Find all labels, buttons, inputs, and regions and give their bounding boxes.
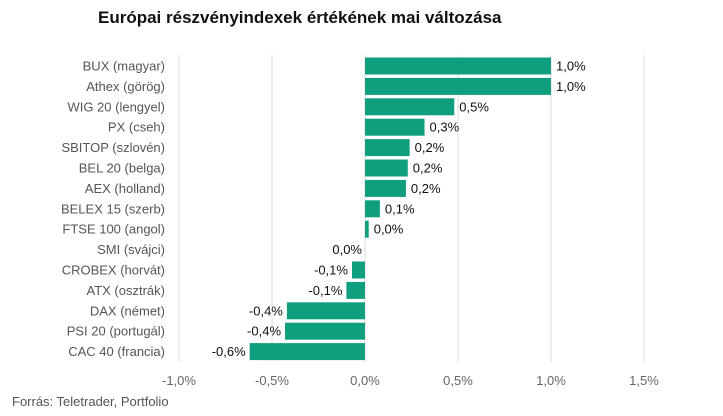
category-label: BELEX 15 (szerb) (61, 201, 165, 216)
category-label: AEX (holland) (85, 181, 165, 196)
category-label: BEL 20 (belga) (79, 161, 165, 176)
bar (365, 98, 455, 116)
category-label: DAX (német) (90, 303, 165, 318)
x-tick-label: -1,0% (162, 373, 196, 388)
value-label: 0,2% (413, 161, 443, 176)
value-label: 0,5% (459, 99, 489, 114)
x-tick-label: -0,5% (255, 373, 289, 388)
x-tick-label: 0,5% (443, 373, 473, 388)
category-label: FTSE 100 (angol) (62, 222, 165, 237)
bar (365, 200, 380, 218)
x-tick-label: 1,5% (629, 373, 659, 388)
category-label: Athex (görög) (86, 79, 165, 94)
bar-layer (249, 57, 551, 361)
bar (365, 118, 425, 136)
category-label: PSI 20 (portugál) (67, 324, 165, 339)
value-label: -0,4% (249, 303, 283, 318)
category-label: ATX (osztrák) (87, 283, 166, 298)
value-label: 1,0% (556, 79, 586, 94)
value-label: -0,1% (314, 263, 348, 278)
value-label: 0,1% (385, 201, 415, 216)
bar (365, 179, 406, 197)
category-label: CROBEX (horvát) (62, 263, 165, 278)
value-label: 1,0% (556, 59, 586, 74)
category-label: BUX (magyar) (83, 59, 165, 74)
bar (286, 302, 365, 320)
value-label: 0,2% (415, 140, 445, 155)
bar (249, 343, 365, 361)
bar (346, 281, 365, 299)
bar (365, 57, 551, 75)
value-label: -0,4% (247, 324, 281, 339)
value-label: 0,0% (332, 242, 362, 257)
category-label: WIG 20 (lengyel) (67, 99, 165, 114)
category-label: SMI (svájci) (97, 242, 165, 257)
value-label: -0,1% (308, 283, 342, 298)
bar (365, 139, 410, 157)
tick-layer: -1,0% -0,5% 0,0% 0,5% 1,0% 1,5% (162, 373, 659, 388)
category-label: SBITOP (szlovén) (61, 140, 165, 155)
chart-title: Európai részvényindexek értékének mai vá… (98, 8, 502, 27)
bar (351, 261, 365, 279)
bar (285, 322, 365, 340)
bar (365, 159, 408, 177)
value-label: 0,2% (411, 181, 441, 196)
label-layer: BUX (magyar) 1,0% Athex (görög) 1,0% WIG 20 … (61, 59, 586, 360)
category-label: PX (cseh) (108, 120, 165, 135)
bar (365, 77, 551, 95)
x-tick-label: 0,0% (350, 373, 380, 388)
source-note: Forrás: Teletrader, Portfolio (12, 394, 169, 409)
category-label: CAC 40 (francia) (68, 344, 165, 359)
value-label: -0,6% (212, 344, 246, 359)
value-label: 0,3% (430, 120, 460, 135)
value-label: 0,0% (374, 222, 404, 237)
bar (365, 220, 369, 238)
x-tick-label: 1,0% (536, 373, 566, 388)
